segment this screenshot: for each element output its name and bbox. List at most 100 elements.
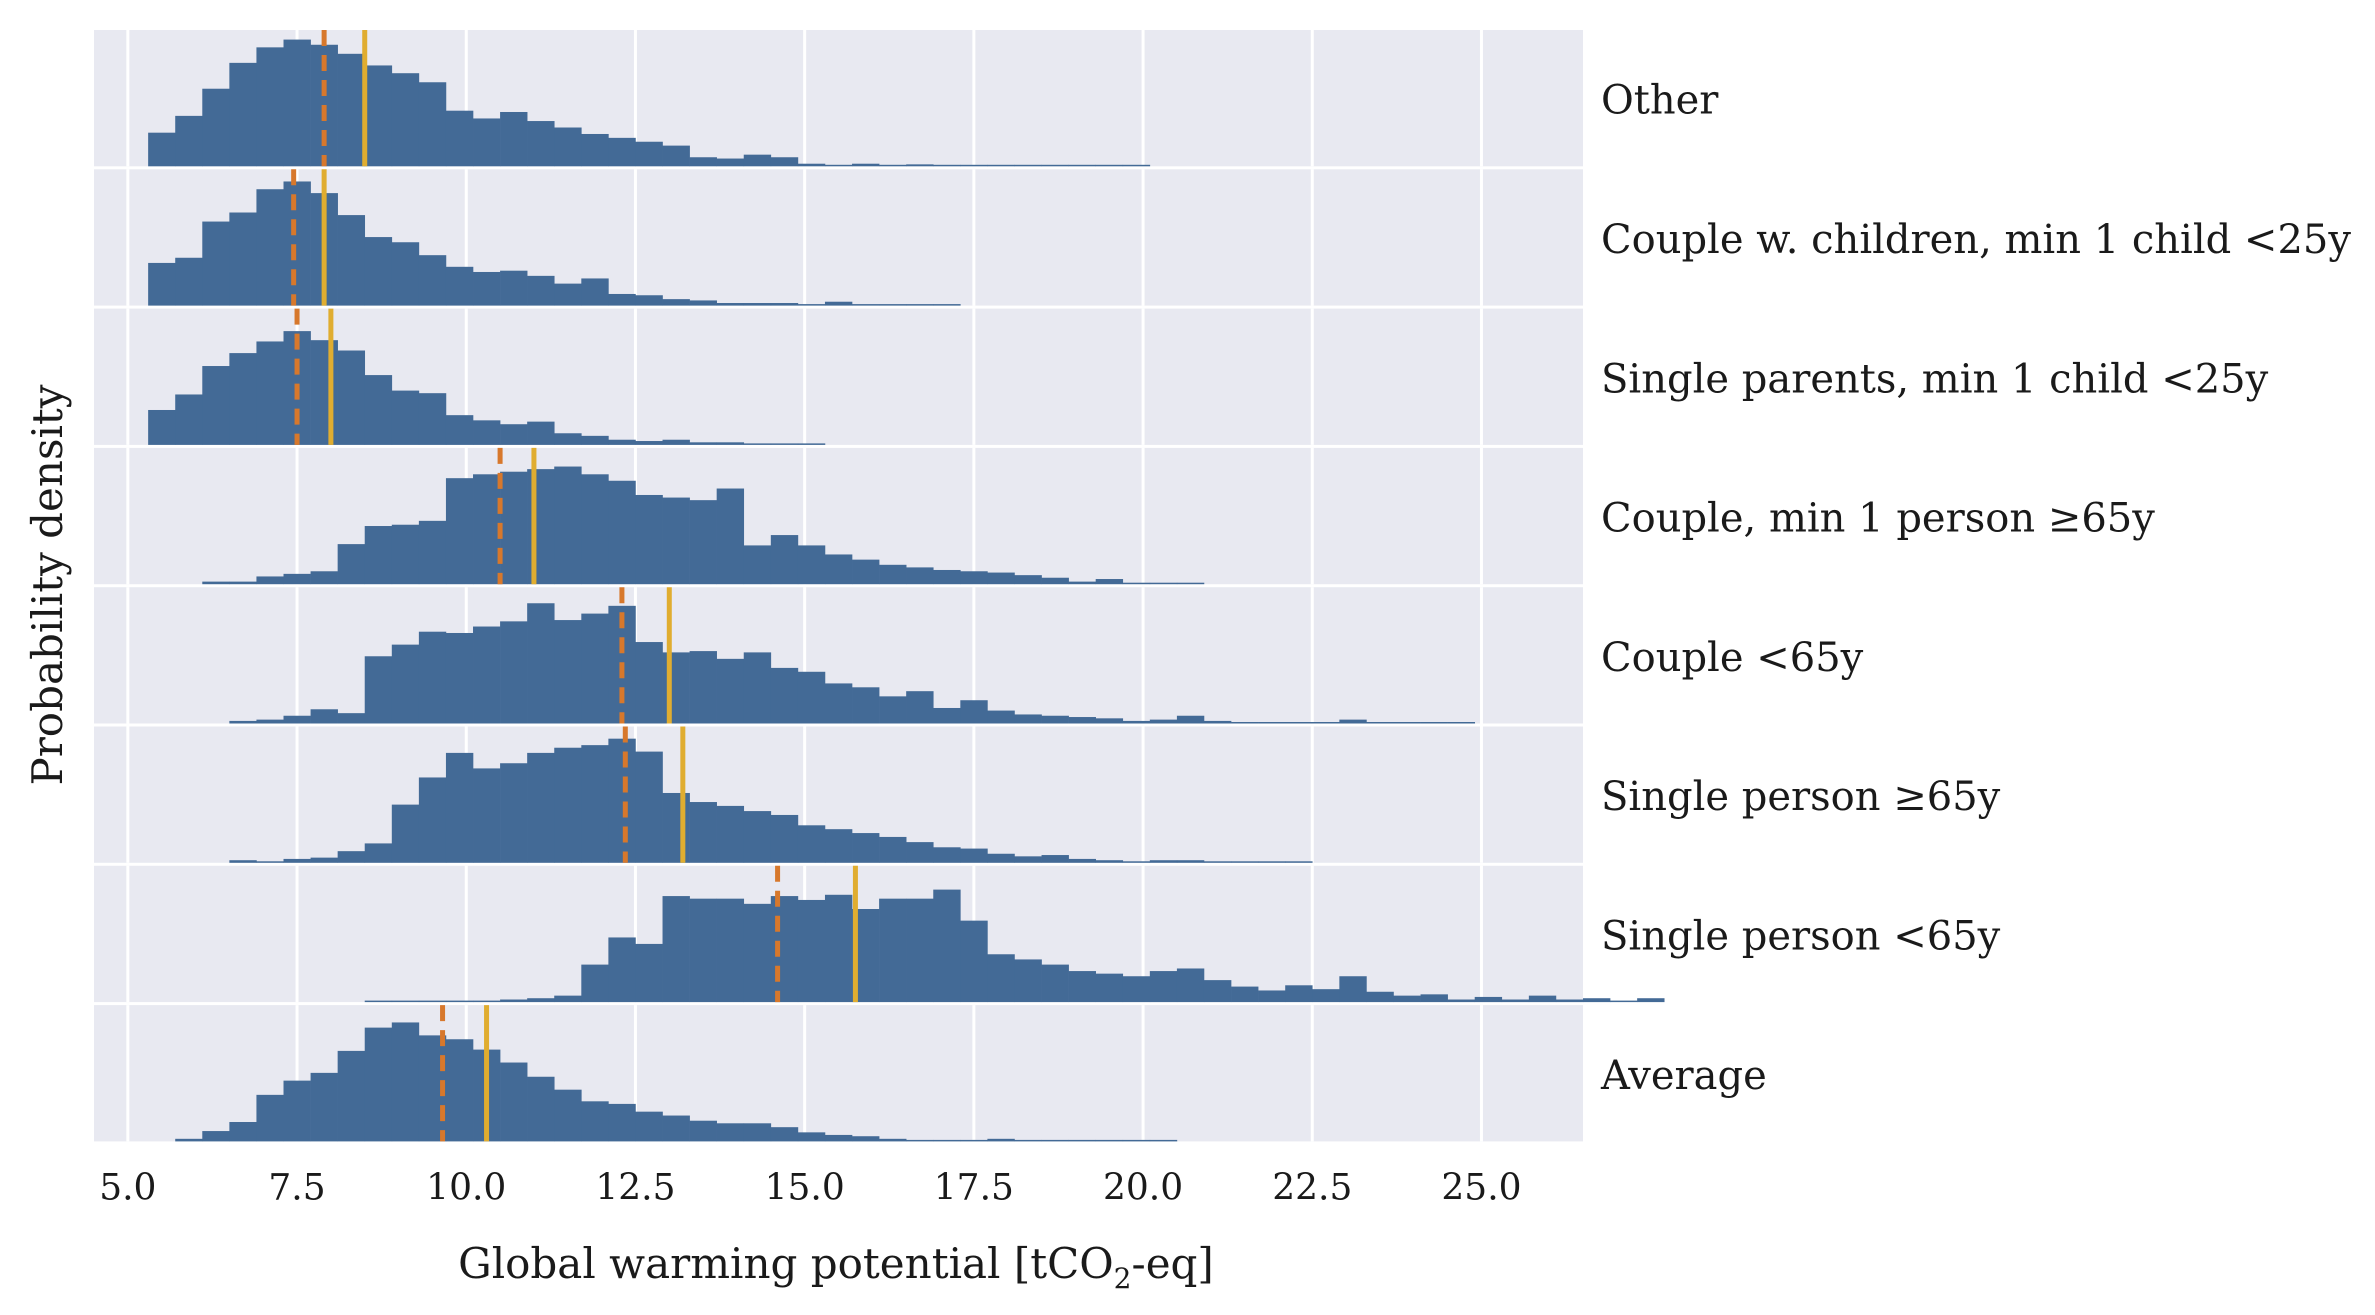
histogram-bar (283, 858, 311, 863)
histogram-bar (1555, 999, 1584, 1003)
histogram-bar (1014, 714, 1042, 724)
histogram-bar (852, 687, 880, 724)
histogram-bar (852, 163, 880, 167)
histogram-bar (689, 898, 717, 1003)
histogram-bar (960, 848, 988, 863)
histogram-bar (1041, 164, 1069, 167)
histogram-bar (364, 843, 393, 863)
histogram-bar (879, 898, 907, 1003)
histogram-bar (1231, 861, 1259, 863)
facet-panel-other: Other (94, 30, 1719, 167)
histogram-bar (1068, 164, 1096, 167)
histogram-bar (581, 745, 609, 863)
histogram-bar (364, 526, 393, 585)
histogram-bar (391, 1022, 420, 1142)
x-tick-label: 20.0 (1103, 1167, 1183, 1208)
histogram-bar (824, 164, 853, 167)
histogram-bar (202, 366, 230, 445)
histogram-bar (933, 847, 961, 863)
histogram-bar (1393, 995, 1421, 1003)
histogram-bar (879, 1138, 907, 1142)
histogram-bar (202, 581, 230, 585)
histogram-bar (1068, 971, 1096, 1003)
histogram-bar (960, 164, 988, 167)
histogram-bar (554, 620, 582, 724)
histogram-bar (987, 954, 1015, 1003)
histogram-bar (635, 141, 663, 167)
histogram-bar (689, 1120, 717, 1142)
histogram-bar (310, 340, 338, 445)
facet-panels: Other Couple w. children, min 1 child <25… (94, 30, 2351, 1142)
histogram-bar (256, 719, 284, 724)
histogram-bar (418, 1000, 447, 1003)
histogram-bar (824, 554, 853, 585)
histogram-bar (608, 480, 636, 585)
histogram-bar (527, 998, 555, 1003)
histogram-bar (716, 442, 745, 445)
histogram-bar (1149, 719, 1178, 724)
histogram-bar (554, 283, 582, 306)
histogram-bar (554, 995, 582, 1003)
histogram-bar (879, 304, 907, 306)
histogram-bar (229, 860, 257, 863)
histogram-bar (445, 415, 474, 445)
histogram-bar (229, 62, 257, 167)
histogram-bar (229, 1122, 257, 1142)
histogram-bar (906, 691, 934, 724)
x-tick-label: 5.0 (99, 1167, 156, 1208)
histogram-bar (797, 671, 826, 724)
histogram-bar (364, 375, 393, 445)
histogram-bar (906, 898, 934, 1003)
x-tick-label: 22.5 (1272, 1167, 1352, 1208)
histogram-bar (770, 667, 799, 724)
histogram-bar (1122, 861, 1151, 863)
histogram-bar (933, 1139, 961, 1142)
histogram-bar (743, 545, 772, 585)
histogram-bar (337, 215, 366, 306)
histogram-bar (743, 1123, 772, 1142)
histogram-bar (229, 720, 257, 724)
histogram-bar (175, 257, 203, 306)
histogram-bar (554, 1089, 582, 1142)
histogram-bar (1122, 976, 1151, 1003)
histogram-bar (1285, 985, 1313, 1003)
facet-panel-couple-65y: Couple <65y (94, 587, 1864, 724)
histogram-bar (527, 469, 555, 585)
histogram-bar (1474, 996, 1503, 1003)
histogram-bar (527, 603, 555, 724)
row-label-couple-w-children-min-1-child-25y: Couple w. children, min 1 child <25y (1601, 217, 2351, 263)
histogram-bar (527, 1076, 555, 1142)
histogram-bar (1312, 989, 1340, 1003)
histogram-bar (445, 266, 474, 306)
histogram-bar (1339, 719, 1367, 724)
histogram-bar (608, 937, 636, 1003)
histogram-bar (824, 301, 853, 306)
histogram-bar (581, 1101, 609, 1142)
histogram-bar (1041, 1139, 1069, 1142)
histogram-bar (770, 896, 799, 1003)
histogram-bar (1014, 164, 1042, 167)
histogram-bar (256, 576, 284, 585)
histogram-bar (1231, 722, 1259, 724)
x-axis-title: Global warming potential [tCO2-eq] (458, 1239, 1214, 1295)
histogram-bar (391, 1000, 420, 1003)
histogram-bar (1203, 720, 1232, 724)
row-label-couple-min-1-person-65y: Couple, min 1 person ≥65y (1601, 496, 2155, 542)
histogram-bar (202, 221, 230, 306)
row-label-couple-65y: Couple <65y (1601, 635, 1864, 681)
x-tick-label: 12.5 (595, 1167, 675, 1208)
histogram-bar (1258, 861, 1286, 863)
facet-panel-couple-min-1-person-65y: Couple, min 1 person ≥65y (94, 447, 2155, 585)
histogram-bar (1420, 994, 1448, 1003)
histogram-bar (1122, 720, 1151, 724)
histogram-bar (445, 478, 474, 585)
histogram-bar (364, 237, 393, 306)
histogram-bar (148, 262, 176, 306)
histogram-bar (906, 567, 934, 585)
histogram-bar (852, 559, 880, 585)
histogram-bar (716, 488, 745, 585)
histogram-bar (473, 626, 501, 724)
histogram-bar (662, 1115, 690, 1142)
histogram-bar (391, 644, 420, 724)
histogram-bar (310, 1072, 338, 1142)
